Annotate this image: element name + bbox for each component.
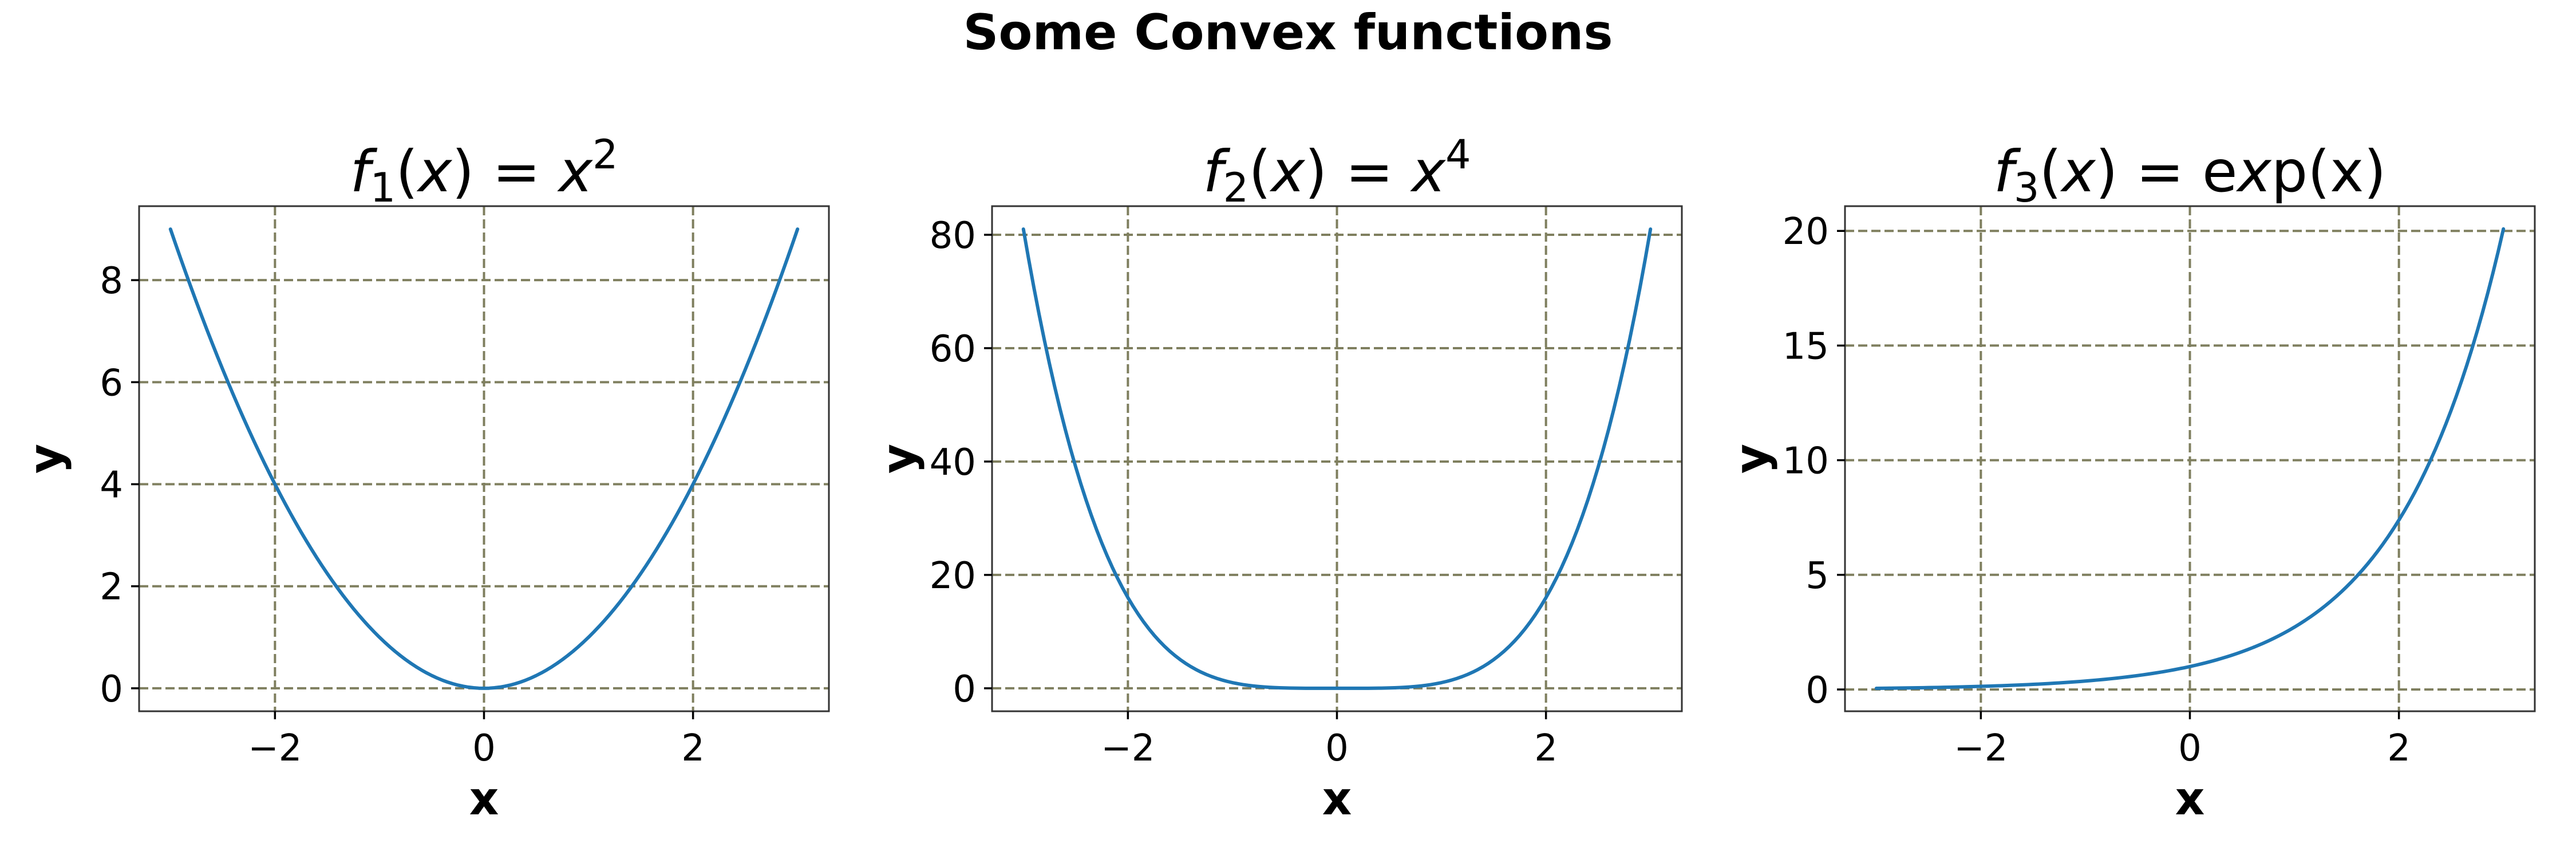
- y-axis-label: y: [872, 444, 925, 474]
- x-tick-label: −2: [1101, 727, 1155, 770]
- subplot-title: f1(x) = x2: [350, 131, 618, 211]
- x-tick-label: 0: [472, 727, 496, 770]
- figure-suptitle: Some Convex functions: [963, 4, 1613, 61]
- data-line: [1021, 227, 1653, 690]
- y-tick-label: 0: [953, 668, 976, 711]
- subplot-title: f2(x) = x4: [1203, 131, 1471, 211]
- y-tick-label: 5: [1805, 555, 1829, 597]
- x-tick-label: −2: [248, 727, 302, 770]
- y-axis-label: y: [19, 444, 72, 474]
- y-tick-label: 0: [1805, 669, 1829, 712]
- y-axis-label: y: [1725, 444, 1778, 474]
- y-tick-label: 10: [1783, 440, 1829, 483]
- x-axis-label: x: [469, 772, 499, 825]
- x-axis-label: x: [2175, 772, 2205, 825]
- y-tick-label: 40: [930, 442, 976, 484]
- y-tick-label: 20: [930, 555, 976, 597]
- x-tick-label: −2: [1954, 727, 2008, 770]
- subplot-title: f3(x) = exp(x): [1994, 138, 2387, 211]
- y-tick-label: 60: [930, 328, 976, 371]
- x-tick-label: 2: [2387, 727, 2411, 770]
- data-line: [168, 227, 800, 690]
- y-tick-label: 4: [100, 464, 123, 507]
- data-line: [1874, 227, 2506, 690]
- y-tick-label: 15: [1783, 325, 1829, 368]
- y-tick-label: 2: [100, 566, 123, 609]
- x-tick-label: 0: [1325, 727, 1349, 770]
- x-tick-label: 2: [681, 727, 705, 770]
- y-tick-label: 20: [1783, 211, 1829, 253]
- y-tick-label: 0: [100, 668, 123, 711]
- subplot-1: −2 0 2 0 2 4 6 8 x y f1(x) = x2: [19, 131, 830, 825]
- x-tick-label: 2: [1534, 727, 1558, 770]
- y-tick-label: 6: [100, 362, 123, 404]
- x-axis-label: x: [1322, 772, 1352, 825]
- y-tick-label: 8: [100, 260, 123, 302]
- x-tick-label: 0: [2178, 727, 2202, 770]
- y-tick-label: 80: [930, 215, 976, 257]
